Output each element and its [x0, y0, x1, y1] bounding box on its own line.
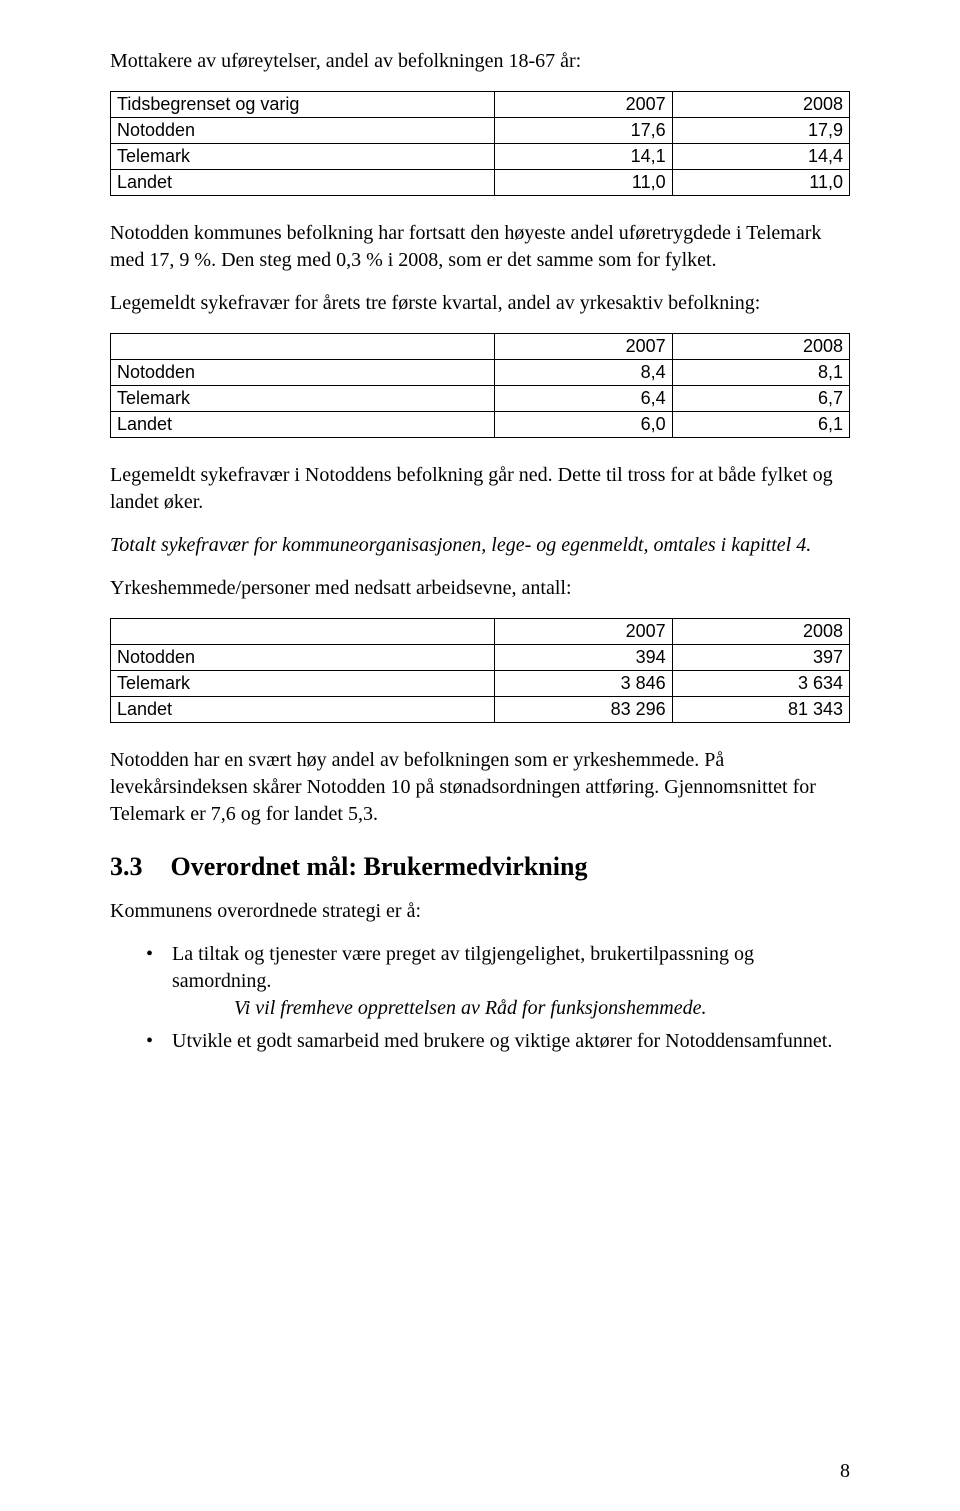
table-header-cell	[111, 334, 495, 360]
table-row: Telemark 14,1 14,4	[111, 144, 850, 170]
table-cell-value: 17,9	[672, 118, 849, 144]
table-cell-label: Telemark	[111, 386, 495, 412]
paragraph-italic: Totalt sykefravær for kommuneorganisasjo…	[110, 532, 850, 559]
section-heading: 3.3 Overordnet mål: Brukermedvirkning	[110, 852, 850, 882]
table-cell-label: Telemark	[111, 671, 495, 697]
table-header-cell: 2007	[495, 334, 672, 360]
table-cell-label: Landet	[111, 697, 495, 723]
table-cell-label: Telemark	[111, 144, 495, 170]
table-cell-value: 394	[495, 645, 672, 671]
table-cell-label: Notodden	[111, 118, 495, 144]
paragraph: Notodden har en svært høy andel av befol…	[110, 747, 850, 828]
table-cell-value: 6,7	[672, 386, 849, 412]
table-cell-value: 11,0	[672, 170, 849, 196]
table-row: Notodden 17,6 17,9	[111, 118, 850, 144]
table-header-cell: Tidsbegrenset og varig	[111, 92, 495, 118]
table-cell-value: 11,0	[495, 170, 672, 196]
page-number: 8	[840, 1460, 850, 1483]
table-row: Notodden 8,4 8,1	[111, 360, 850, 386]
table-cell-value: 3 846	[495, 671, 672, 697]
table-row: Tidsbegrenset og varig 2007 2008	[111, 92, 850, 118]
table-header-cell: 2008	[672, 619, 849, 645]
table-row: Landet 11,0 11,0	[111, 170, 850, 196]
table-header-cell	[111, 619, 495, 645]
table-uforeytelser: Tidsbegrenset og varig 2007 2008 Notodde…	[110, 91, 850, 196]
table-row: Notodden 394 397	[111, 645, 850, 671]
section-number: 3.3	[110, 852, 143, 882]
table-cell-value: 6,1	[672, 412, 849, 438]
table-cell-value: 397	[672, 645, 849, 671]
paragraph: Notodden kommunes befolkning har fortsat…	[110, 220, 850, 274]
list-item: Utvikle et godt samarbeid med brukere og…	[146, 1028, 850, 1055]
table-header-cell: 2008	[672, 92, 849, 118]
table-header-cell: 2007	[495, 92, 672, 118]
table-cell-label: Notodden	[111, 360, 495, 386]
table-cell-label: Landet	[111, 170, 495, 196]
table-cell-value: 83 296	[495, 697, 672, 723]
section-title: Overordnet mål: Brukermedvirkning	[171, 852, 588, 881]
table-sykefravaer: 2007 2008 Notodden 8,4 8,1 Telemark 6,4 …	[110, 333, 850, 438]
table-cell-label: Notodden	[111, 645, 495, 671]
table-cell-value: 17,6	[495, 118, 672, 144]
table-cell-value: 14,4	[672, 144, 849, 170]
paragraph-lead: Kommunens overordnede strategi er å:	[110, 898, 850, 925]
table-row: 2007 2008	[111, 334, 850, 360]
list-item-text: Utvikle et godt samarbeid med brukere og…	[172, 1030, 832, 1052]
table-row: Landet 6,0 6,1	[111, 412, 850, 438]
bullet-list: La tiltak og tjenester være preget av ti…	[110, 941, 850, 1055]
table-cell-value: 81 343	[672, 697, 849, 723]
table-row: Landet 83 296 81 343	[111, 697, 850, 723]
table-yrkeshemmede: 2007 2008 Notodden 394 397 Telemark 3 84…	[110, 618, 850, 723]
list-item-subtext: Vi vil fremheve opprettelsen av Råd for …	[172, 995, 850, 1022]
table-cell-value: 8,4	[495, 360, 672, 386]
paragraph-intro: Mottakere av uføreytelser, andel av befo…	[110, 48, 850, 75]
list-item: La tiltak og tjenester være preget av ti…	[146, 941, 850, 1022]
table-header-cell: 2008	[672, 334, 849, 360]
table-header-cell: 2007	[495, 619, 672, 645]
table-row: Telemark 3 846 3 634	[111, 671, 850, 697]
paragraph: Legemeldt sykefravær for årets tre først…	[110, 290, 850, 317]
table-cell-value: 6,0	[495, 412, 672, 438]
list-item-text: La tiltak og tjenester være preget av ti…	[172, 943, 754, 992]
paragraph: Legemeldt sykefravær i Notoddens befolkn…	[110, 462, 850, 516]
table-cell-value: 8,1	[672, 360, 849, 386]
table-row: 2007 2008	[111, 619, 850, 645]
table-cell-value: 6,4	[495, 386, 672, 412]
table-row: Telemark 6,4 6,7	[111, 386, 850, 412]
table-cell-value: 3 634	[672, 671, 849, 697]
table-cell-value: 14,1	[495, 144, 672, 170]
table-cell-label: Landet	[111, 412, 495, 438]
paragraph: Yrkeshemmede/personer med nedsatt arbeid…	[110, 575, 850, 602]
